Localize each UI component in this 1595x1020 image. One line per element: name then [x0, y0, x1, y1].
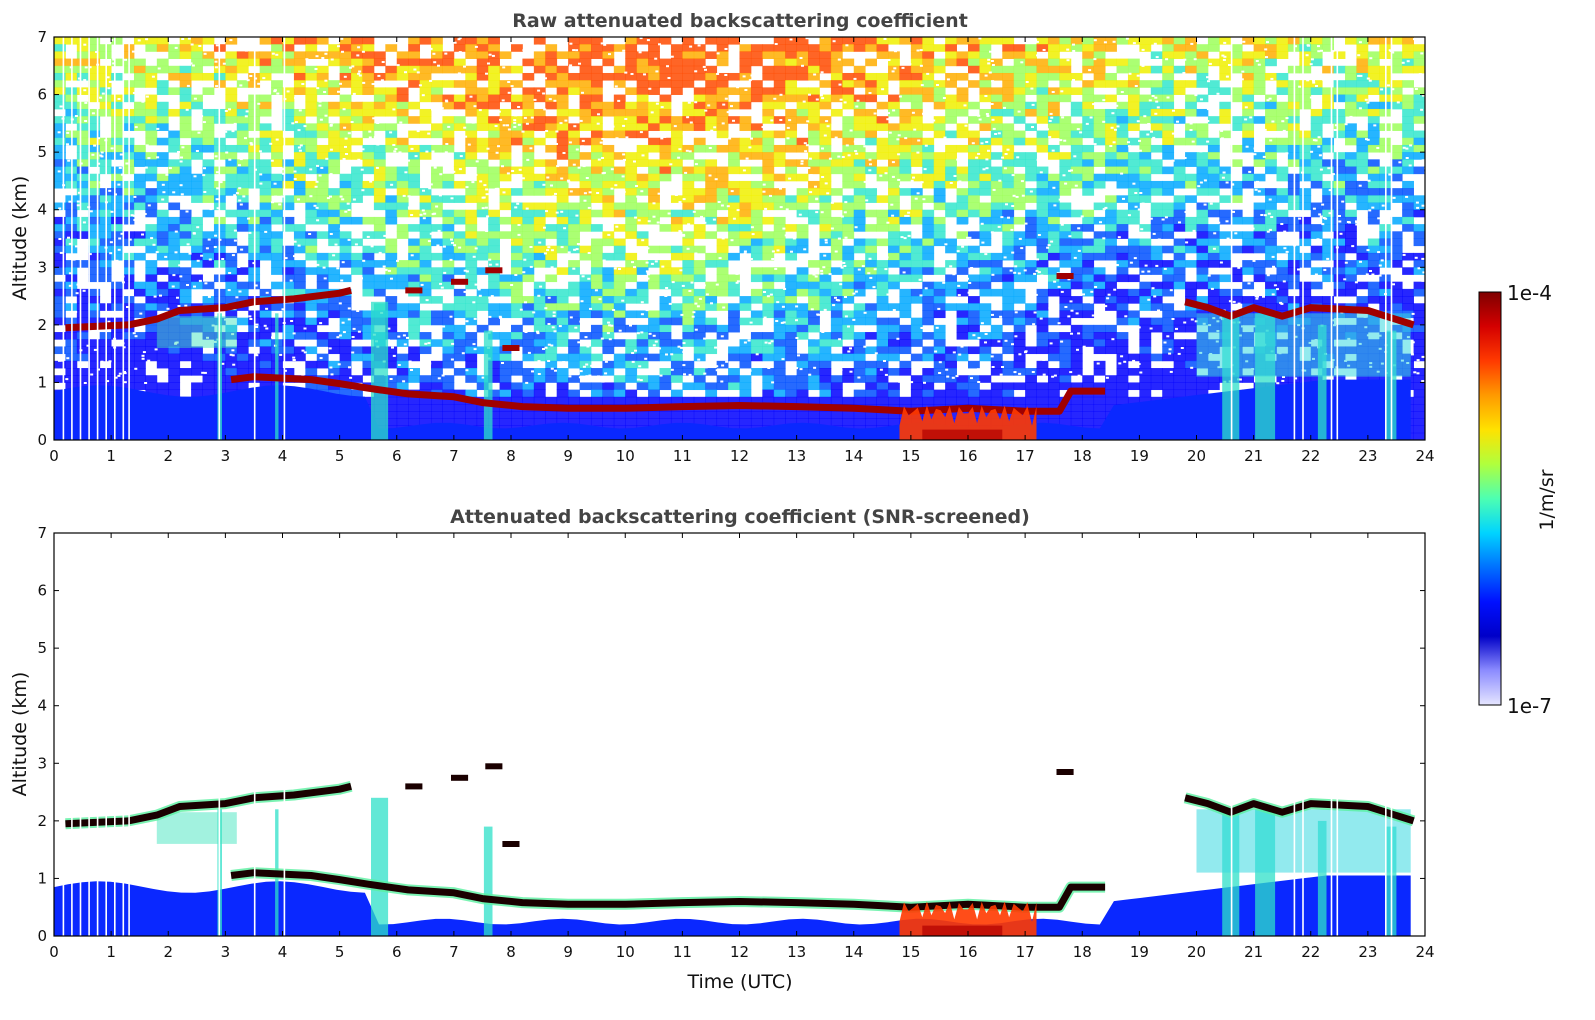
top-y-tick-label: 6	[37, 86, 47, 104]
colorbar-min-label: 1e-7	[1507, 694, 1552, 718]
top-y-tick-label: 0	[37, 431, 47, 449]
bottom-y-tick-label: 0	[37, 927, 47, 945]
bottom-y-axis: 0 1 2 3 4 5 6 7	[37, 524, 1425, 945]
top-x-tick-label: 15	[901, 447, 920, 465]
bottom-heatmap	[54, 533, 1416, 936]
top-y-tick-label: 4	[37, 201, 47, 219]
bottom-x-tick-label: 12	[730, 943, 749, 961]
top-x-tick-label: 13	[787, 447, 806, 465]
bottom-chart-title: Attenuated backscattering coefficient (S…	[450, 506, 1030, 528]
colorbar-unit-label: 1/m/sr	[1536, 469, 1558, 530]
bottom-x-tick-label: 21	[1244, 943, 1263, 961]
bottom-y-axis-title: Altitude (km)	[9, 672, 31, 797]
bottom-y-tick-label: 3	[37, 754, 47, 772]
bottom-x-tick-label: 3	[221, 943, 231, 961]
top-plot-area	[53, 36, 1426, 441]
top-x-tick-label: 21	[1244, 447, 1263, 465]
top-chart-title: Raw attenuated backscattering coefficien…	[512, 10, 968, 32]
colorbar-gradient	[1478, 291, 1502, 706]
top-x-tick-label: 12	[730, 447, 749, 465]
bottom-x-tick-label: 24	[1415, 943, 1434, 961]
top-y-tick-label: 5	[37, 143, 47, 161]
bottom-x-tick-label: 11	[673, 943, 692, 961]
top-x-tick-label: 7	[449, 447, 459, 465]
bottom-x-tick-label: 6	[392, 943, 402, 961]
top-x-tick-label: 18	[1073, 447, 1092, 465]
bottom-x-tick-label: 18	[1073, 943, 1092, 961]
bottom-x-tick-label: 7	[449, 943, 459, 961]
top-x-tick-label: 16	[958, 447, 977, 465]
top-x-tick-label: 19	[1130, 447, 1149, 465]
bottom-y-tick-label: 1	[37, 869, 47, 887]
top-x-tick-label: 22	[1301, 447, 1320, 465]
bottom-y-tick-label: 7	[37, 524, 47, 542]
top-x-tick-label: 5	[335, 447, 345, 465]
top-x-tick-label: 17	[1016, 447, 1035, 465]
top-x-tick-label: 23	[1358, 447, 1377, 465]
top-x-tick-label: 1	[106, 447, 116, 465]
bottom-x-tick-label: 10	[616, 943, 635, 961]
top-x-tick-label: 4	[278, 447, 288, 465]
colorbar: 1e-4 1e-7 1/m/sr	[1478, 281, 1558, 718]
bottom-x-tick-label: 13	[787, 943, 806, 961]
top-x-tick-label: 11	[673, 447, 692, 465]
top-x-tick-label: 8	[506, 447, 516, 465]
top-x-tick-label: 9	[563, 447, 573, 465]
top-y-axis: 0 1 2 3 4 5 6 7	[37, 28, 1425, 449]
bottom-x-tick-label: 1	[106, 943, 116, 961]
colorbar-max-label: 1e-4	[1507, 281, 1552, 305]
bottom-x-axis: 0 1 2 3 4 5 6 7 8 9 10 11 12 13 14 15 16 17 18 19 20 21 22 23 24	[49, 533, 1435, 961]
bottom-x-tick-label: 20	[1187, 943, 1206, 961]
bottom-x-tick-label: 8	[506, 943, 516, 961]
top-x-tick-label: 6	[392, 447, 402, 465]
top-x-axis: 0 1 2 3 4 5 6 7 8 9 10 11 12 13 14 15 16 17 18 19 20 21 22 23 24	[49, 37, 1435, 465]
bottom-x-tick-label: 17	[1016, 943, 1035, 961]
bottom-plot-area	[53, 532, 1426, 937]
bottom-x-tick-label: 23	[1358, 943, 1377, 961]
bottom-y-tick-label: 6	[37, 582, 47, 600]
top-x-tick-label: 0	[49, 447, 59, 465]
top-x-tick-label: 14	[844, 447, 863, 465]
bottom-x-tick-label: 19	[1130, 943, 1149, 961]
top-y-tick-label: 1	[37, 373, 47, 391]
bottom-x-tick-label: 15	[901, 943, 920, 961]
top-heatmap	[54, 37, 1425, 440]
top-x-tick-label: 20	[1187, 447, 1206, 465]
top-x-tick-label: 24	[1415, 447, 1434, 465]
bottom-y-tick-label: 5	[37, 639, 47, 657]
x-axis-title: Time (UTC)	[686, 971, 792, 993]
top-y-axis-title: Altitude (km)	[9, 176, 31, 301]
bottom-x-tick-label: 9	[563, 943, 573, 961]
top-y-tick-label: 2	[37, 316, 47, 334]
top-y-tick-label: 7	[37, 28, 47, 46]
bottom-x-tick-label: 0	[49, 943, 59, 961]
top-x-tick-label: 10	[616, 447, 635, 465]
bottom-y-tick-label: 2	[37, 812, 47, 830]
bottom-x-tick-label: 5	[335, 943, 345, 961]
top-x-tick-label: 2	[163, 447, 173, 465]
bottom-x-tick-label: 22	[1301, 943, 1320, 961]
bottom-x-tick-label: 2	[163, 943, 173, 961]
bottom-x-tick-label: 14	[844, 943, 863, 961]
bottom-x-tick-label: 4	[278, 943, 288, 961]
top-y-tick-label: 3	[37, 258, 47, 276]
bottom-x-tick-label: 16	[958, 943, 977, 961]
bottom-y-tick-label: 4	[37, 697, 47, 715]
top-x-tick-label: 3	[221, 447, 231, 465]
